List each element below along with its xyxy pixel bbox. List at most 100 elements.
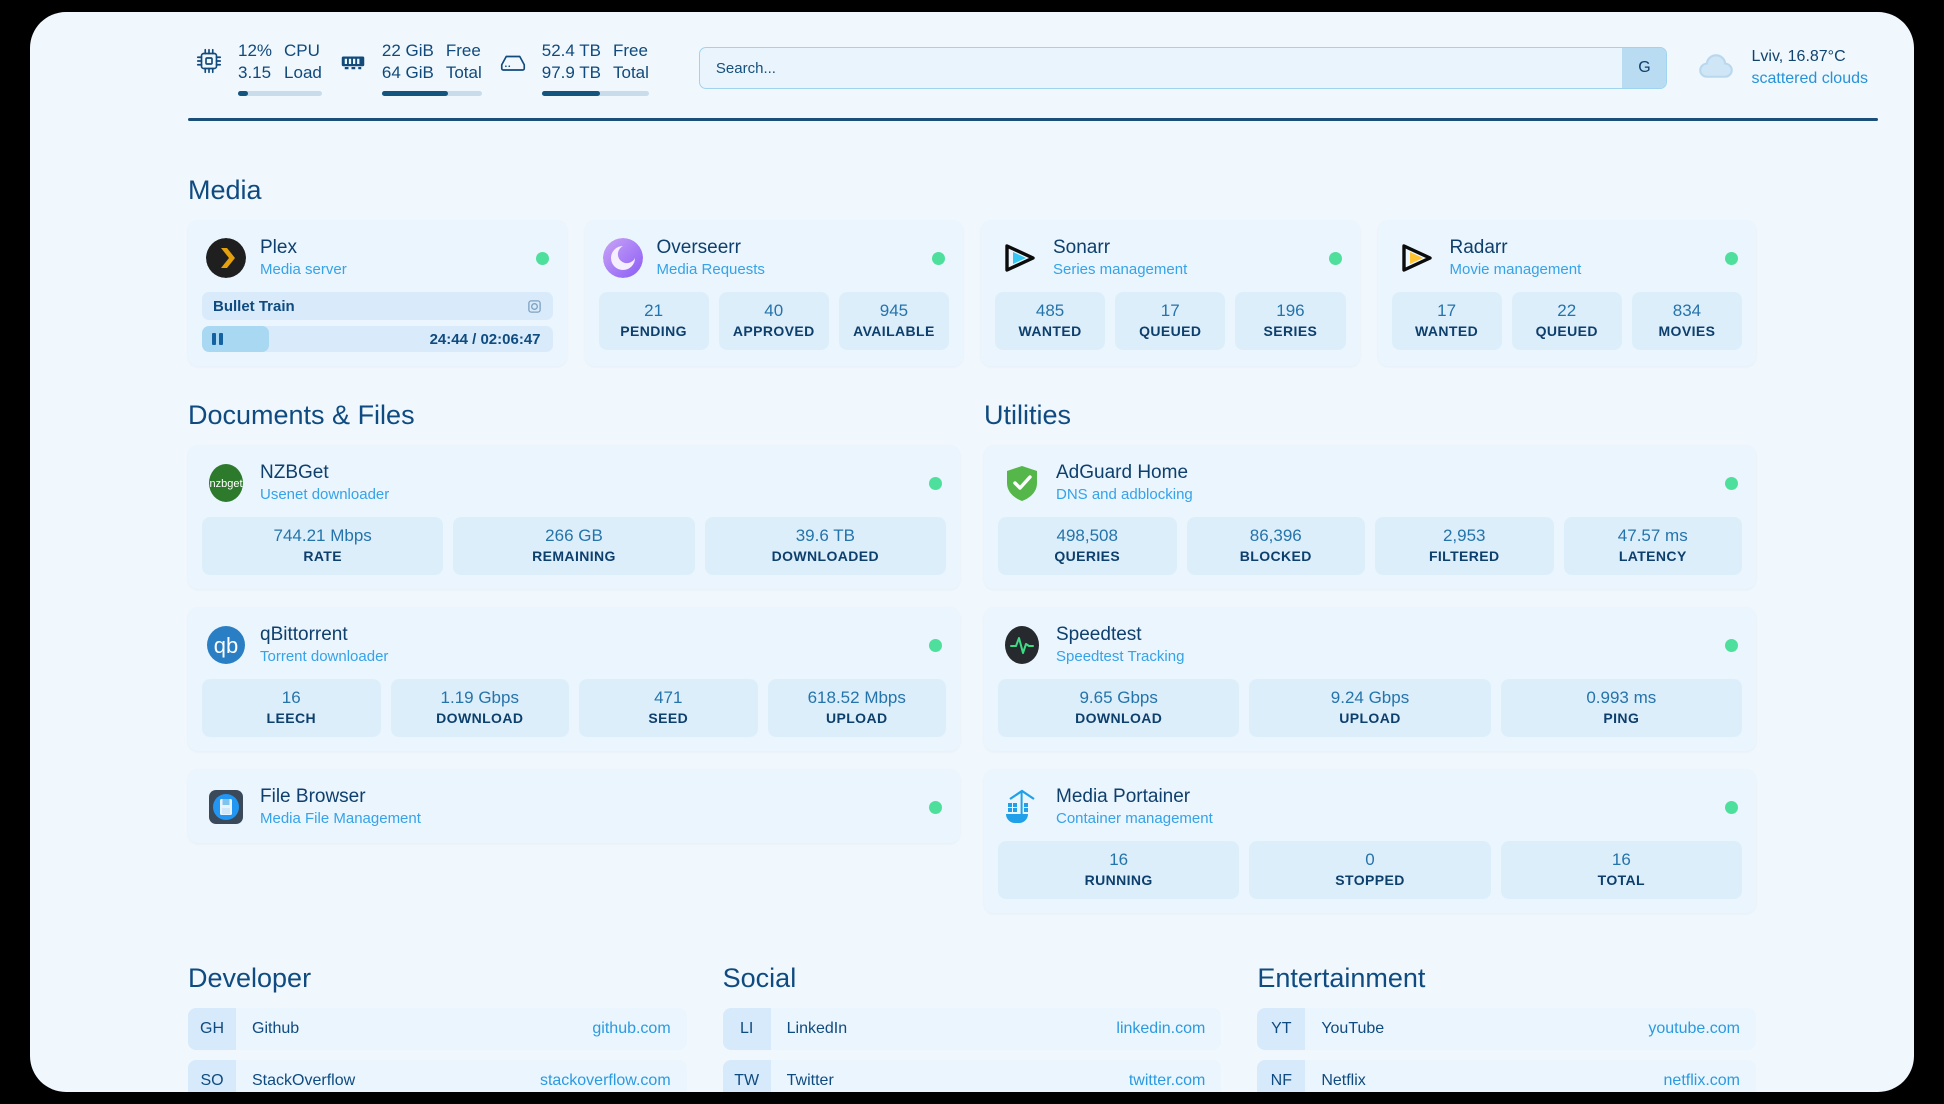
- search-submit-button[interactable]: G: [1622, 48, 1667, 88]
- stat-tile[interactable]: 618.52 Mbps UPLOAD: [767, 679, 946, 737]
- stat-tile[interactable]: 21 PENDING: [598, 292, 709, 350]
- stat-label: APPROVED: [732, 323, 815, 339]
- stat-value: 0: [1365, 850, 1375, 869]
- service-stats-row: 16 RUNNING 0 STOPPED 16 TOTAL: [998, 841, 1742, 899]
- stat-label: LATENCY: [1618, 548, 1687, 564]
- bookmark-url[interactable]: github.com: [592, 1020, 671, 1037]
- stat-tile[interactable]: 1.19 Gbps DOWNLOAD: [390, 679, 569, 737]
- stat-value: 744.21 Mbps: [273, 526, 372, 545]
- service-subtitle: Media Requests: [656, 261, 765, 278]
- stat-tile[interactable]: 17 WANTED: [1391, 292, 1502, 350]
- system-stat-value-2: 97.9 TB: [541, 63, 601, 82]
- system-stat-ram: 22 GiB 64 GiB Free Total: [338, 40, 482, 96]
- bookmark-url[interactable]: twitter.com: [1128, 1072, 1206, 1089]
- bookmark-item[interactable]: NF Netflix netflix.com: [1257, 1060, 1756, 1092]
- stat-tile[interactable]: 0.993 ms PING: [1500, 679, 1742, 737]
- stat-tile[interactable]: 9.24 Gbps UPLOAD: [1249, 679, 1491, 737]
- bookmark-url[interactable]: netflix.com: [1663, 1072, 1740, 1089]
- service-card[interactable]: Sonarr Series management 485 WANTED 17 Q…: [981, 220, 1360, 366]
- bookmark-url[interactable]: youtube.com: [1648, 1020, 1740, 1037]
- stat-tile[interactable]: 47.57 ms LATENCY: [1563, 517, 1742, 575]
- stat-tile[interactable]: 9.65 Gbps DOWNLOAD: [998, 679, 1240, 737]
- bookmark-name: LinkedIn: [786, 1020, 848, 1037]
- system-stat-label-2: Total: [445, 63, 482, 82]
- service-stats-row: 744.21 Mbps RATE 266 GB REMAINING 39.6 T…: [202, 517, 946, 575]
- stat-label: FILTERED: [1428, 548, 1500, 564]
- service-card[interactable]: AdGuard Home DNS and adblocking 498,508 …: [984, 445, 1756, 589]
- service-card-header[interactable]: Overseerr Media Requests: [599, 234, 950, 280]
- system-stat-label-1: Free: [445, 41, 481, 60]
- stat-tile[interactable]: 0 STOPPED: [1249, 841, 1491, 899]
- service-card[interactable]: Plex Media server Bullet Train 24:44 / 0…: [188, 220, 567, 366]
- search-box[interactable]: G: [698, 47, 1668, 89]
- pause-icon[interactable]: [212, 333, 223, 345]
- stat-tile[interactable]: 498,508 QUERIES: [998, 517, 1177, 575]
- stat-tile[interactable]: 22 QUEUED: [1511, 292, 1622, 350]
- system-stat-value-1: 22 GiB: [381, 41, 434, 60]
- cast-icon[interactable]: [527, 299, 542, 314]
- service-name: Media Portainer: [1056, 786, 1191, 807]
- stat-tile[interactable]: 744.21 Mbps RATE: [202, 517, 444, 575]
- system-stat-value-1: 52.4 TB: [541, 41, 601, 60]
- stat-tile[interactable]: 16 TOTAL: [1500, 841, 1742, 899]
- system-stat-label-1: Free: [613, 41, 648, 60]
- service-card[interactable]: qb qBittorrent Torrent downloader 16 LEE…: [188, 607, 960, 751]
- service-card-header[interactable]: Radarr Movie management: [1392, 234, 1743, 280]
- stat-tile[interactable]: 86,396 BLOCKED: [1186, 517, 1365, 575]
- bookmark-item[interactable]: TW Twitter twitter.com: [722, 1060, 1222, 1092]
- service-card[interactable]: Speedtest Speedtest Tracking 9.65 Gbps D…: [984, 607, 1756, 751]
- service-card-header[interactable]: File Browser Media File Management: [202, 783, 946, 829]
- qbittorrent-icon: qb: [206, 625, 246, 665]
- stat-tile[interactable]: 17 QUEUED: [1115, 292, 1226, 350]
- svg-text:qb: qb: [214, 633, 238, 658]
- bookmark-abbr: GH: [188, 1008, 236, 1050]
- stat-tile[interactable]: 39.6 TB DOWNLOADED: [704, 517, 946, 575]
- sonarr-icon: [999, 238, 1039, 278]
- bookmark-item[interactable]: SO StackOverflow stackoverflow.com: [188, 1060, 687, 1092]
- bookmark-item[interactable]: YT YouTube youtube.com: [1257, 1008, 1756, 1050]
- stat-tile[interactable]: 471 SEED: [579, 679, 758, 737]
- service-card-header[interactable]: Speedtest Speedtest Tracking: [998, 621, 1742, 667]
- stat-label: PING: [1603, 710, 1640, 726]
- service-card-header[interactable]: qb qBittorrent Torrent downloader: [202, 621, 946, 667]
- now-playing-progress-bar[interactable]: 24:44 / 02:06:47: [202, 326, 553, 352]
- stat-tile[interactable]: 945 AVAILABLE: [838, 292, 950, 350]
- search-area: G: [698, 47, 1668, 89]
- service-card-header[interactable]: Media Portainer Container management: [998, 783, 1742, 829]
- service-card[interactable]: Radarr Movie management 17 WANTED 22 QUE…: [1377, 220, 1756, 366]
- service-card-header[interactable]: Sonarr Series management: [995, 234, 1346, 280]
- stat-label: QUERIES: [1054, 548, 1121, 564]
- service-card[interactable]: Media Portainer Container management 16 …: [984, 769, 1756, 913]
- stat-tile[interactable]: 485 WANTED: [995, 292, 1106, 350]
- search-input[interactable]: [699, 48, 1623, 88]
- service-card[interactable]: File Browser Media File Management: [188, 769, 960, 843]
- service-card[interactable]: nzbget NZBGet Usenet downloader 744.21 M…: [188, 445, 960, 589]
- stat-tile[interactable]: 196 SERIES: [1235, 292, 1346, 350]
- service-subtitle: Movie management: [1449, 261, 1582, 278]
- stat-label: DOWNLOADED: [771, 548, 880, 564]
- bookmark-item[interactable]: GH Github github.com: [188, 1008, 687, 1050]
- bookmark-group-title: Social: [722, 963, 797, 993]
- status-indicator-dot: [1725, 476, 1738, 490]
- stat-value: 17: [1437, 301, 1457, 320]
- system-stat-label-2: Total: [613, 63, 649, 82]
- bookmark-item[interactable]: LI LinkedIn linkedin.com: [722, 1008, 1222, 1050]
- speedtest-icon: [1002, 625, 1042, 665]
- stat-tile[interactable]: 16 RUNNING: [998, 841, 1240, 899]
- stat-tile[interactable]: 266 GB REMAINING: [453, 517, 695, 575]
- stat-label: RATE: [303, 548, 342, 564]
- stat-tile[interactable]: 16 LEECH: [202, 679, 381, 737]
- service-stats-row: 485 WANTED 17 QUEUED 196 SERIES: [995, 292, 1346, 350]
- service-subtitle: Speedtest Tracking: [1056, 648, 1185, 665]
- service-card[interactable]: Overseerr Media Requests 21 PENDING 40 A…: [584, 220, 963, 366]
- stat-tile[interactable]: 834 MOVIES: [1631, 292, 1743, 350]
- service-card-header[interactable]: Plex Media server: [202, 234, 553, 280]
- service-card-header[interactable]: AdGuard Home DNS and adblocking: [998, 459, 1742, 505]
- bookmark-url[interactable]: stackoverflow.com: [539, 1072, 671, 1089]
- cloud-icon: [1695, 47, 1737, 89]
- stat-tile[interactable]: 40 APPROVED: [718, 292, 829, 350]
- overseerr-icon: [602, 238, 643, 278]
- service-card-header[interactable]: nzbget NZBGet Usenet downloader: [202, 459, 946, 505]
- stat-tile[interactable]: 2,953 FILTERED: [1375, 517, 1554, 575]
- bookmark-url[interactable]: linkedin.com: [1116, 1020, 1206, 1037]
